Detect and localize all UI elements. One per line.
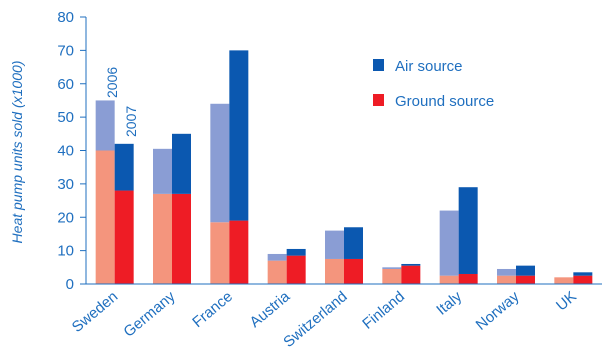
bar-air-2006 xyxy=(267,253,287,261)
x-tick-label: UK xyxy=(553,288,580,314)
annotation-year-2006: 2006 xyxy=(104,67,120,98)
bar-ground-2006 xyxy=(554,277,574,284)
legend-swatch-air xyxy=(373,59,384,71)
y-tick-label: 40 xyxy=(57,143,74,160)
bar-air-2007 xyxy=(458,187,478,274)
bar-ground-2006 xyxy=(210,222,230,284)
legend-swatch-ground xyxy=(373,94,384,106)
y-axis-title: Heat pump units sold (x1000) xyxy=(9,61,25,244)
bar-air-2007 xyxy=(114,143,134,191)
bar-air-2007 xyxy=(401,263,421,266)
x-tick-label: Switzerland xyxy=(280,288,350,351)
y-tick-label: 20 xyxy=(57,209,74,226)
x-tick-label: Austria xyxy=(247,288,294,331)
bar-ground-2006 xyxy=(267,260,287,284)
y-tick-label: 70 xyxy=(57,42,74,59)
bar-air-2006 xyxy=(210,103,230,223)
x-tick-label: Finland xyxy=(359,288,408,333)
bar-ground-2007 xyxy=(573,275,593,284)
legend-label-ground: Ground source xyxy=(395,93,494,110)
bar-ground-2007 xyxy=(516,275,535,284)
y-tick-label: 30 xyxy=(57,176,74,193)
bar-ground-2007 xyxy=(229,220,249,284)
bar-ground-2007 xyxy=(114,190,134,284)
bar-air-2007 xyxy=(286,248,306,256)
bar-air-2006 xyxy=(439,210,459,276)
bar-air-2006 xyxy=(95,100,115,151)
bar-air-2007 xyxy=(516,265,535,276)
bar-air-2007 xyxy=(573,272,593,276)
x-tick-label: France xyxy=(189,288,236,331)
bar-ground-2007 xyxy=(401,265,421,284)
bar-ground-2007 xyxy=(172,193,191,284)
bar-ground-2007 xyxy=(344,258,363,284)
y-axis-ticks: 0 10 20 30 40 50 60 70 80 xyxy=(57,9,86,293)
y-tick-label: 60 xyxy=(57,76,74,93)
bar-air-2006 xyxy=(153,148,172,194)
bar-air-2007 xyxy=(172,133,191,194)
x-tick-label: Italy xyxy=(433,288,465,319)
y-tick-label: 0 xyxy=(66,276,74,293)
bars xyxy=(95,50,593,284)
x-tick-label: Germany xyxy=(120,288,179,341)
bar-air-2006 xyxy=(497,268,516,276)
bar-ground-2006 xyxy=(153,193,172,284)
x-tick-label: Sweden xyxy=(69,288,121,336)
bar-ground-2007 xyxy=(286,255,306,284)
bar-air-2007 xyxy=(229,50,249,221)
y-tick-label: 10 xyxy=(57,243,74,260)
bar-ground-2006 xyxy=(325,258,344,284)
legend-label-air: Air source xyxy=(395,58,463,75)
y-tick-label: 50 xyxy=(57,109,74,126)
bar-ground-2006 xyxy=(95,150,115,284)
bar-air-2006 xyxy=(325,230,344,259)
bar-air-2006 xyxy=(382,267,402,269)
bar-ground-2007 xyxy=(458,273,478,284)
y-tick-label: 80 xyxy=(57,9,74,26)
bar-ground-2006 xyxy=(439,275,459,284)
x-tick-label: Norway xyxy=(473,288,523,334)
bar-ground-2006 xyxy=(497,275,516,284)
annotation-year-2007: 2007 xyxy=(123,106,139,137)
bar-ground-2006 xyxy=(382,268,402,284)
legend: Air source Ground source xyxy=(373,58,494,110)
bar-air-2007 xyxy=(344,227,363,259)
